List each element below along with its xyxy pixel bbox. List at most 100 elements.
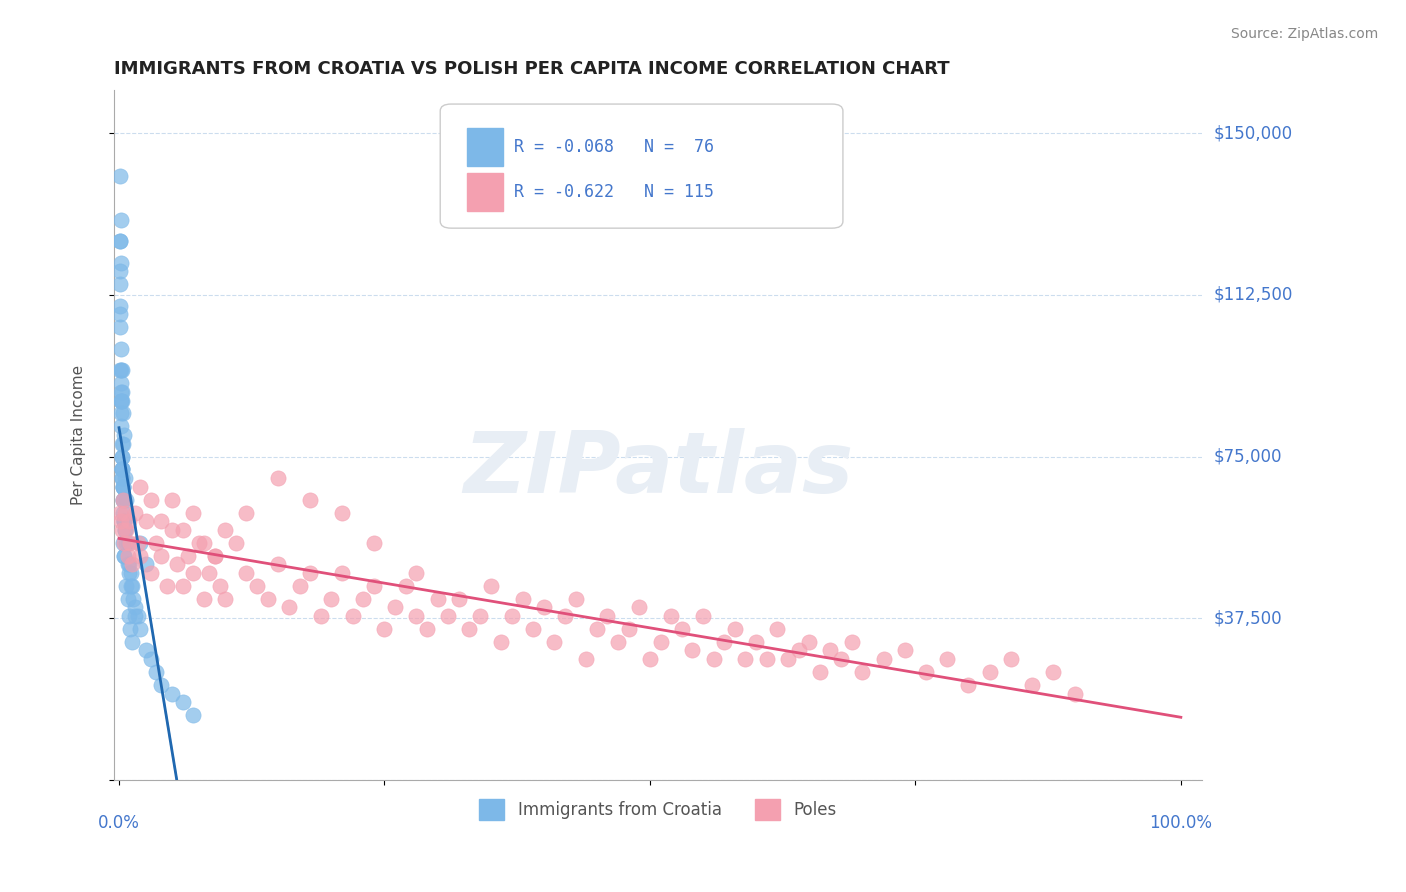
Point — [734, 652, 756, 666]
Point — [160, 492, 183, 507]
Point — [299, 566, 322, 580]
Point — [112, 436, 135, 450]
Point — [112, 480, 135, 494]
Point — [110, 393, 132, 408]
Point — [111, 363, 134, 377]
Point — [121, 635, 143, 649]
Point — [108, 299, 131, 313]
Point — [204, 549, 226, 563]
Point — [115, 535, 138, 549]
Point — [112, 535, 135, 549]
Point — [117, 514, 139, 528]
Point — [755, 652, 778, 666]
Point — [111, 450, 134, 464]
Point — [110, 384, 132, 399]
Point — [112, 406, 135, 420]
Point — [114, 506, 136, 520]
Point — [112, 514, 135, 528]
Point — [111, 436, 134, 450]
Point — [187, 535, 209, 549]
Point — [117, 549, 139, 563]
Point — [111, 450, 134, 464]
Point — [117, 558, 139, 572]
Point — [124, 609, 146, 624]
Text: IMMIGRANTS FROM CROATIA VS POLISH PER CAPITA INCOME CORRELATION CHART: IMMIGRANTS FROM CROATIA VS POLISH PER CA… — [114, 60, 949, 78]
Point — [172, 579, 194, 593]
Point — [628, 600, 651, 615]
Point — [363, 579, 385, 593]
Text: Source: ZipAtlas.com: Source: ZipAtlas.com — [1230, 27, 1378, 41]
Point — [193, 535, 215, 549]
Point — [214, 523, 236, 537]
Point — [330, 566, 353, 580]
Bar — [467, 128, 503, 166]
Point — [112, 480, 135, 494]
Point — [120, 566, 142, 580]
Point — [114, 523, 136, 537]
Point — [129, 480, 152, 494]
Point — [112, 492, 135, 507]
Point — [405, 609, 427, 624]
Point — [659, 609, 682, 624]
Point — [112, 514, 135, 528]
Point — [776, 652, 799, 666]
Point — [458, 622, 481, 636]
Point — [799, 635, 821, 649]
Text: 100.0%: 100.0% — [1149, 814, 1212, 832]
Point — [554, 609, 576, 624]
Point — [979, 665, 1001, 679]
Point — [121, 579, 143, 593]
Point — [108, 363, 131, 377]
Point — [256, 591, 278, 606]
Point — [139, 566, 162, 580]
Point — [617, 622, 640, 636]
Point — [139, 652, 162, 666]
Point — [713, 635, 735, 649]
Point — [208, 579, 231, 593]
Point — [1063, 686, 1085, 700]
Point — [110, 363, 132, 377]
Point — [288, 579, 311, 593]
Point — [183, 506, 205, 520]
Point — [437, 609, 460, 624]
Point — [214, 591, 236, 606]
Point — [114, 471, 136, 485]
Point — [112, 492, 135, 507]
Point — [120, 579, 142, 593]
Point — [638, 652, 661, 666]
Point — [172, 695, 194, 709]
Point — [110, 342, 132, 356]
Point — [894, 643, 917, 657]
Legend: Immigrants from Croatia, Poles: Immigrants from Croatia, Poles — [472, 793, 844, 827]
Point — [416, 622, 439, 636]
Point — [225, 535, 247, 549]
Point — [121, 591, 143, 606]
Point — [112, 506, 135, 520]
Point — [110, 212, 132, 227]
Point — [150, 514, 173, 528]
Point — [724, 622, 747, 636]
Point — [766, 622, 789, 636]
Point — [787, 643, 810, 657]
Point — [585, 622, 607, 636]
Point — [110, 419, 132, 434]
Point — [110, 376, 132, 391]
Point — [110, 514, 132, 528]
Point — [115, 492, 138, 507]
Point — [108, 506, 131, 520]
Point — [681, 643, 703, 657]
Point — [808, 665, 831, 679]
Point — [117, 609, 139, 624]
Point — [135, 643, 157, 657]
Point — [479, 579, 502, 593]
Point — [596, 609, 619, 624]
Point — [129, 535, 152, 549]
Point — [150, 678, 173, 692]
Point — [135, 558, 157, 572]
Point — [915, 665, 938, 679]
Point — [139, 492, 162, 507]
Point — [330, 506, 353, 520]
Text: 0.0%: 0.0% — [98, 814, 141, 832]
Point — [342, 609, 364, 624]
Point — [447, 591, 470, 606]
